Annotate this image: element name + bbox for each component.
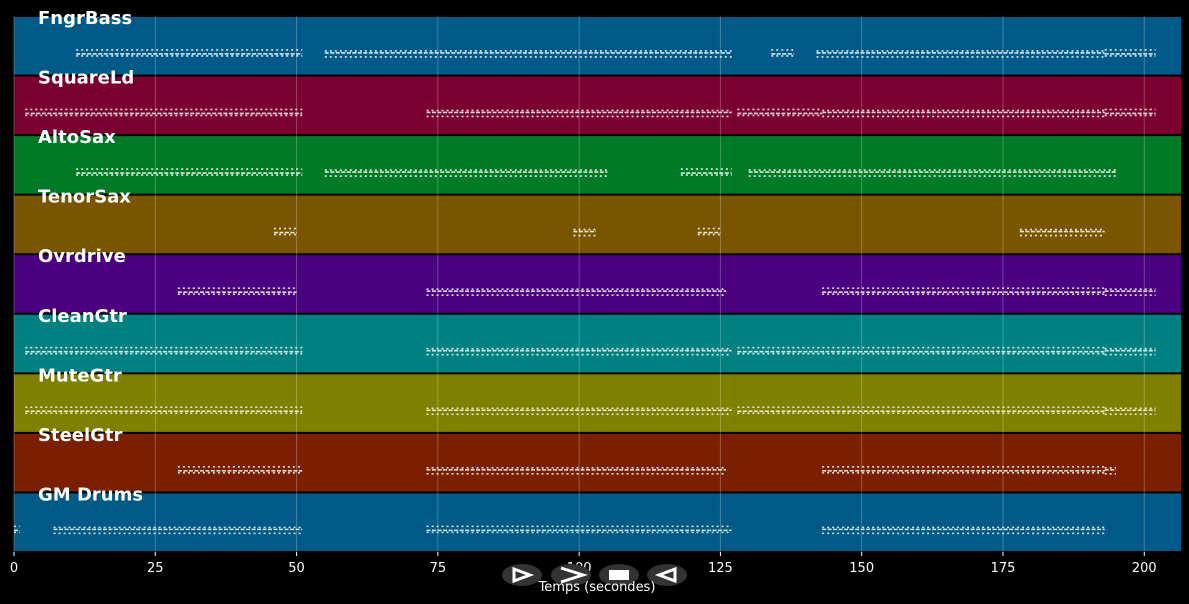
note-segment [1104,288,1156,296]
track-name: SteelGtr [38,425,123,446]
note-segment [426,109,732,118]
note-segment [25,108,303,117]
x-tick-label: 200 [1132,561,1157,576]
note-segment [1104,407,1156,416]
track-name: Ovrdrive [38,246,126,267]
x-tick-label: 150 [849,561,874,576]
track-background [14,255,1181,313]
note-segment [680,168,732,176]
x-tick-label: 175 [991,561,1016,576]
note-segment [426,407,732,416]
note-segment [53,526,303,535]
x-tick-label: 125 [708,561,733,576]
note-segment [177,466,303,474]
note-segment [737,406,1105,415]
note-segment [426,288,727,296]
note-segment [273,227,297,236]
note-segment [1019,228,1105,237]
note-segment [697,227,721,236]
note-segment [1104,49,1156,57]
note-segment [426,467,727,475]
note-segment [324,169,608,177]
play-button[interactable] [502,564,542,586]
note-segment [822,466,1105,474]
note-segment [737,346,1105,355]
note-segment [76,168,303,176]
note-segment [771,49,794,57]
x-tick-label: 75 [430,561,447,576]
rewind-button[interactable] [647,564,687,586]
note-segment [14,525,20,534]
x-tick-label: 0 [10,561,18,576]
note-segment [426,347,732,356]
track-name: MuteGtr [38,365,122,386]
note-segment [76,49,303,57]
track-name: FngrBass [38,8,132,29]
note-segment [816,50,1105,58]
playback-controls [502,564,687,586]
track-background [14,195,1181,254]
track-background [14,136,1181,194]
note-segment [1104,108,1156,117]
note-segment [426,525,732,534]
note-segment [25,346,303,355]
track-name: CleanGtr [38,306,127,327]
track-background [14,17,1181,75]
note-segment [737,108,823,117]
stop-button[interactable] [599,564,639,586]
note-segment [1104,467,1117,475]
track-background [14,493,1181,551]
fast-forward-button[interactable] [551,564,591,586]
note-segment [748,169,1117,177]
note-segment [324,50,732,58]
note-segment [177,287,297,295]
x-tick-label: 50 [288,561,305,576]
track-name: AltoSax [38,127,116,148]
note-segment [822,109,1105,118]
track-name: TenorSax [38,187,131,208]
note-segment [573,228,597,237]
track-background [14,374,1181,432]
note-segment [1104,347,1156,356]
track-name: GM Drums [38,484,143,505]
track-background [14,76,1181,135]
track-background [14,314,1181,373]
track-background [14,433,1181,492]
x-tick-label: 25 [147,561,164,576]
x-axis-label: Temps (secondes) [538,580,656,595]
note-segment [822,526,1105,535]
note-segment [25,406,303,415]
note-segment [822,287,1105,295]
track-name: SquareLd [38,68,134,89]
